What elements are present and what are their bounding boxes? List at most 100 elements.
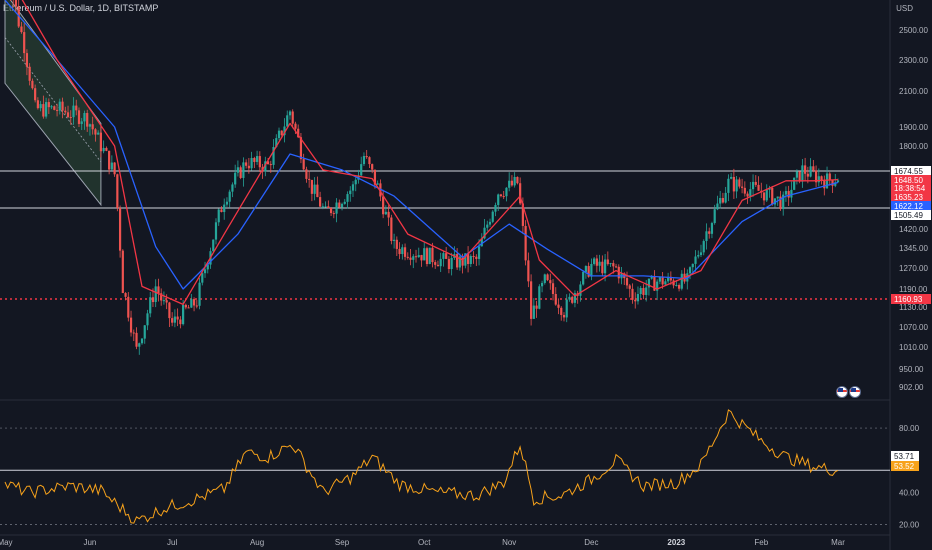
price-tick-label: 1270.00	[899, 264, 928, 273]
candle-body	[587, 266, 590, 277]
candle-body	[255, 156, 259, 162]
candle-body	[286, 115, 289, 127]
candle-body	[406, 256, 409, 258]
candle-body	[573, 293, 577, 303]
rsi-tick-label: 20.00	[899, 520, 920, 529]
time-tick-label: 2023	[667, 538, 685, 547]
rsi-label-box	[891, 461, 919, 471]
candle-body	[560, 307, 563, 315]
candle-body	[782, 194, 785, 209]
time-tick-label: Jul	[167, 538, 177, 547]
candle-body	[253, 157, 256, 162]
candle-body	[124, 293, 127, 297]
candle-body	[105, 147, 108, 151]
price-tick-label: 950.00	[899, 365, 924, 374]
candle-body	[639, 287, 642, 295]
time-tick-label: Oct	[418, 538, 431, 547]
candle-body	[86, 113, 89, 127]
candle-body	[691, 263, 694, 268]
candle-body	[513, 176, 516, 186]
candle-body	[836, 180, 840, 183]
candle-body	[672, 280, 675, 286]
ma-slow-line	[4, 0, 839, 290]
candle-body	[790, 189, 793, 198]
candle-body	[584, 266, 588, 272]
candle-body	[749, 189, 752, 197]
candle-body	[606, 259, 609, 265]
candle-body	[773, 198, 777, 205]
price-tick-label: 1420.00	[899, 225, 928, 234]
candle-body	[113, 162, 116, 175]
candle-body	[705, 231, 708, 242]
candle-body	[551, 283, 555, 295]
candle-body	[658, 277, 661, 282]
price-label: 1635.23	[894, 193, 923, 202]
candle-body	[171, 318, 174, 323]
candle-body	[66, 112, 70, 117]
candle-body	[735, 179, 738, 192]
candle-body	[502, 196, 505, 198]
candle-body	[365, 156, 368, 158]
candle-body	[828, 173, 831, 181]
candle-body	[409, 257, 412, 260]
price-tick-label: 2300.00	[899, 56, 928, 65]
candle-body	[99, 132, 103, 152]
candle-body	[609, 263, 612, 265]
candle-body	[521, 203, 524, 226]
time-tick-label: Jun	[83, 538, 96, 547]
price-label-box	[891, 192, 931, 202]
candle-body	[395, 239, 398, 249]
candle-body	[776, 196, 779, 199]
candle-body	[412, 256, 415, 260]
price-label-box	[891, 294, 931, 304]
candle-body	[494, 204, 497, 212]
candle-body	[806, 173, 809, 177]
candle-body	[491, 211, 494, 222]
candle-body	[486, 224, 489, 228]
candle-body	[198, 282, 201, 306]
us-flag-icon[interactable]	[849, 386, 861, 398]
candle-body	[524, 225, 527, 261]
candle-body	[228, 191, 231, 202]
candle-body	[694, 256, 697, 264]
candle-body	[72, 105, 75, 118]
rsi-label: 53.52	[894, 462, 915, 471]
candle-body	[823, 180, 826, 189]
candle-body	[762, 192, 766, 201]
price-label: 1622.12	[894, 202, 923, 211]
candle-body	[308, 178, 311, 180]
price-label-box	[891, 166, 931, 176]
candle-body	[497, 194, 500, 205]
time-tick-label: Aug	[250, 538, 264, 547]
candle-body	[239, 167, 242, 178]
price-tick-label: 2500.00	[899, 26, 928, 35]
price-tick-label: 1345.00	[899, 244, 928, 253]
candle-body	[110, 162, 113, 170]
candle-body	[20, 26, 23, 33]
candle-body	[664, 281, 667, 285]
candle-body	[721, 198, 725, 203]
candle-body	[697, 255, 700, 257]
candle-body	[313, 184, 316, 194]
candle-body	[91, 124, 94, 130]
candle-body	[784, 191, 788, 195]
candle-body	[793, 177, 796, 190]
candle-body	[42, 104, 45, 117]
candle-body	[458, 256, 461, 268]
us-flag-icon[interactable]	[836, 386, 848, 398]
candle-body	[727, 178, 730, 193]
candle-body	[708, 231, 711, 234]
candle-body	[631, 288, 634, 300]
candle-body	[129, 317, 133, 333]
candle-body	[250, 157, 253, 169]
candle-body	[242, 162, 245, 178]
candle-body	[316, 184, 319, 198]
candle-body	[817, 176, 820, 183]
candle-body	[510, 180, 514, 186]
candle-body	[579, 284, 582, 296]
candle-body	[217, 209, 220, 223]
candle-body	[669, 276, 672, 281]
candle-body	[565, 299, 568, 318]
rsi-line	[4, 409, 839, 524]
